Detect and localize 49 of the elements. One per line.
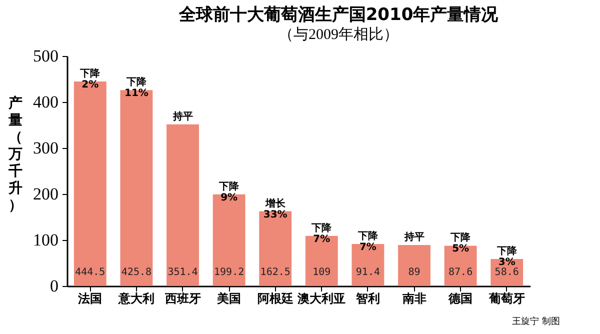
annotation: 下降 7% [310,222,333,245]
annotation: 下降 3% [496,245,518,268]
x-tick-label: 意大利 [117,292,154,306]
x-tick-label: 德国 [448,292,473,306]
data-label: 109 [312,267,331,278]
data-label: 351.4 [168,267,198,278]
chart-title: 全球前十大葡萄酒生产国2010年产量情况 [178,5,500,25]
y-tick-label: 0 [50,276,58,296]
annotation: 下降 9% [218,180,240,204]
bar [305,236,338,286]
x-tick-label: 西班牙 [164,292,201,306]
data-label: 89 [408,267,420,278]
bar [352,244,384,286]
y-tick-label: 300 [33,138,58,158]
x-tick-label: 法国 [77,292,102,306]
annotation: 下降 2% [79,68,102,91]
y-axis-title: 产量（万千升） [8,94,22,214]
text: 王旋宁 制图 [512,316,560,327]
annotation: 增长 33% [263,197,288,220]
data-label: 444.5 [75,267,106,278]
bar [398,245,430,286]
annotation: 下降 11% [124,76,148,100]
bar [259,211,292,286]
x-tick-label: 葡萄牙 [488,292,525,306]
bar [166,124,199,286]
x-tick-label: 美国 [216,292,242,306]
data-label: 87.6 [448,267,473,278]
data-label: 58.6 [494,267,519,278]
annotation: 持平 [172,110,193,122]
data-label: 162.5 [260,267,290,278]
y-tick-label: 500 [33,46,58,66]
annotation: 下降 5% [450,232,472,255]
x-tick-label: 阿根廷 [257,292,294,306]
annotation: 下降 7% [356,230,379,253]
x-tick-label: 智利 [354,292,380,306]
data-label: 91.4 [356,267,380,278]
data-label: 199.2 [214,267,244,278]
x-tick-label: 南非 [401,292,426,306]
y-tick-label: 100 [33,230,58,250]
bar [120,90,153,286]
chart-subtitle: （与2009年相比） [278,26,398,43]
bar [74,82,106,286]
y-tick-label: 400 [33,92,58,112]
data-label: 425.8 [121,267,152,278]
annotation: 持平 [403,231,424,244]
y-tick-label: 200 [33,184,58,204]
x-tick-label: 澳大利亚 [296,292,346,306]
bar [444,246,477,286]
bar [212,194,246,286]
